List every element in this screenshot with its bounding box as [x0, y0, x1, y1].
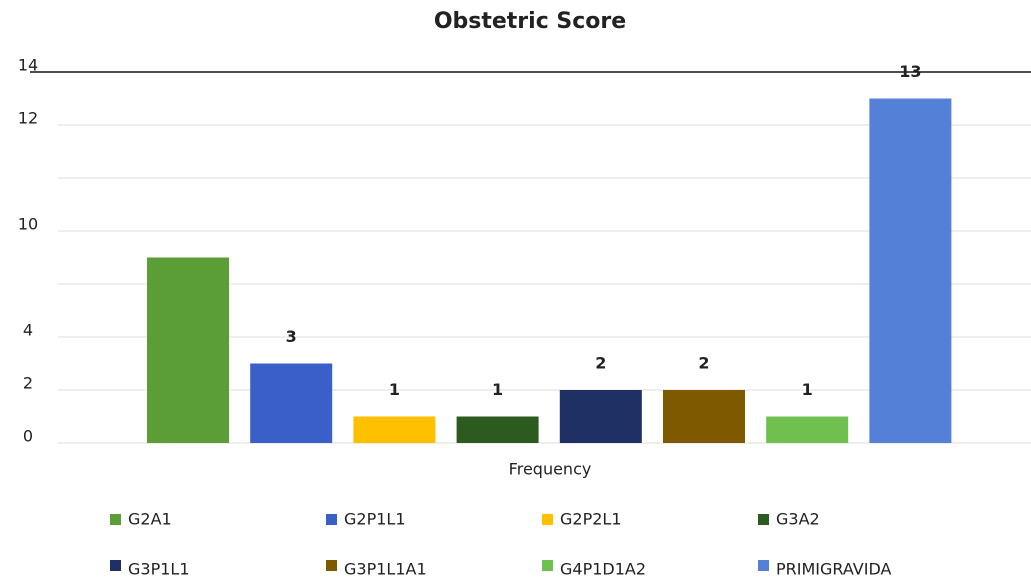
legend-swatch: [326, 514, 337, 525]
legend-label: G4P1D1A2: [560, 560, 646, 577]
y-tick-label: 2: [23, 374, 33, 393]
data-label: 1: [389, 380, 400, 399]
data-label: 2: [595, 354, 606, 373]
data-label: 2: [698, 354, 709, 373]
bar: [147, 257, 229, 443]
legend-label: G3A2: [776, 510, 820, 529]
bar: [869, 98, 952, 443]
y-tick-label: 0: [23, 427, 33, 446]
data-label: 1: [492, 380, 503, 399]
legend-swatch: [110, 560, 121, 571]
data-label: 13: [899, 62, 921, 81]
x-axis-label: Frequency: [509, 460, 592, 479]
data-label: 1: [802, 380, 813, 399]
bar: [766, 416, 849, 443]
chart-title: Obstetric Score: [434, 9, 626, 34]
bar: [353, 416, 436, 443]
legend-swatch: [326, 560, 337, 571]
legend-swatch: [110, 514, 121, 525]
bar: [559, 390, 642, 443]
bar: [663, 390, 745, 443]
y-tick-label: 12: [18, 109, 38, 128]
y-tick-label: 14: [18, 56, 38, 75]
y-tick-label: 4: [23, 321, 33, 340]
legend-swatch: [542, 560, 553, 571]
legend-label: PRIMIGRAVIDA: [776, 560, 892, 577]
legend-label: G2P1L1: [344, 510, 406, 529]
legend-label: G3P1L1: [128, 560, 190, 577]
bar: [456, 416, 539, 443]
legend-swatch: [758, 514, 769, 525]
legend-label: G2A1: [128, 510, 172, 529]
bar: [250, 363, 333, 443]
legend-swatch: [758, 560, 769, 571]
legend-label: G3P1L1A1: [344, 560, 427, 577]
y-tick-label: 10: [18, 215, 38, 234]
data-label: 3: [286, 327, 297, 346]
legend-swatch: [542, 514, 553, 525]
legend-label: G2P2L1: [560, 510, 622, 529]
